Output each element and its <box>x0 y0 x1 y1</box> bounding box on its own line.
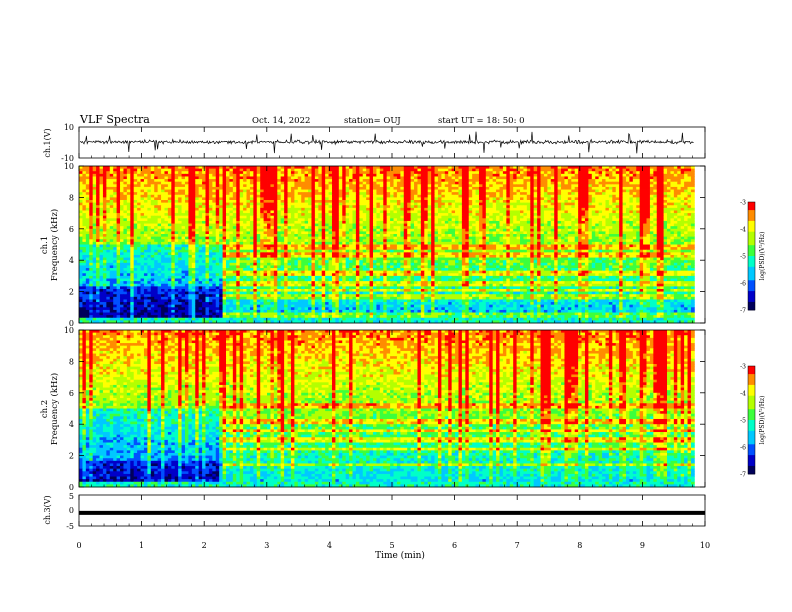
ch3-ytick-bottom: -5 <box>66 522 74 531</box>
x-axis-label: Time (min) <box>375 550 425 561</box>
ch1-spec-ylabel-freq: Frequency (kHz) <box>49 209 60 281</box>
ch2-spec-ylabel-freq: Frequency (kHz) <box>49 373 60 445</box>
colorbar-tick-label: -3 <box>740 364 746 371</box>
x-tick-label: 5 <box>389 541 394 550</box>
colorbar-frame <box>747 365 756 475</box>
start-time-label: start UT = 18: 50: 0 <box>438 116 525 126</box>
ch1-spectrogram-image <box>79 166 695 324</box>
ch1-colorbar: -3 -4 -5 -6 -7 <box>740 200 756 315</box>
colorbar-tick-label: -4 <box>740 227 746 234</box>
colorbar-tick-label: -4 <box>740 391 746 398</box>
ch1-ylabel: ch.1(V) <box>43 128 52 157</box>
spec-ytick-label: 4 <box>69 420 74 429</box>
date-label: Oct. 14, 2022 <box>252 116 310 126</box>
colorbar-tick-label: -6 <box>740 281 746 288</box>
spec-ytick-label: 0 <box>69 319 74 328</box>
spec-ytick-label: 4 <box>69 256 74 265</box>
colorbar-frame <box>747 201 756 311</box>
x-tick-label: 9 <box>640 541 645 550</box>
ch1-waveform-line <box>79 131 694 154</box>
x-tick-label: 1 <box>139 541 144 550</box>
spec-ytick-label: 2 <box>69 452 74 461</box>
ch1-spec-ylabel-channel: ch.1 <box>40 236 50 254</box>
x-tick-label: 4 <box>327 541 332 550</box>
ch2-colorbar: -3 -4 -5 -6 -7 <box>740 364 756 479</box>
ch3-frame <box>78 494 706 527</box>
figure-title: VLF Spectra <box>79 113 150 126</box>
time-axis: 0 1 2 3 4 5 6 7 8 9 10 <box>76 127 710 550</box>
spec-ytick-label: 8 <box>69 357 74 366</box>
ch2-spectrogram-image <box>79 330 695 488</box>
x-tick-label: 10 <box>700 541 710 550</box>
spec-ytick-label: 6 <box>69 225 74 234</box>
spec-ytick-label: 2 <box>69 288 74 297</box>
ch1-ytick-bottom: -10 <box>61 154 74 163</box>
x-tick-label: 8 <box>577 541 582 550</box>
colorbar-tick-label: -5 <box>740 418 746 425</box>
colorbar-tick-label: -3 <box>740 200 746 207</box>
ch3-ylabel: ch.3(V) <box>43 495 52 524</box>
spec-ytick-label: 10 <box>64 162 74 171</box>
ch1-panel: 10 -10 ch.1(V) <box>43 123 706 163</box>
station-label: station= OUJ <box>344 116 401 126</box>
ch3-ytick-mid: 0 <box>69 506 74 515</box>
spec-ytick-label: 0 <box>69 483 74 492</box>
colorbar-tick-label: -7 <box>740 308 746 315</box>
ch3-panel: 5 0 -5 ch.3(V) <box>43 492 706 531</box>
spec-ytick-label: 10 <box>64 326 74 335</box>
spec-ytick-label: 8 <box>69 193 74 202</box>
ch2-colorbar-label: log(PSD)(V²/Hz) <box>759 396 766 445</box>
x-tick-label: 0 <box>76 541 81 550</box>
ch1-colorbar-label: log(PSD)(V²/Hz) <box>759 232 766 281</box>
ch2-spec-ylabel-channel: ch.2 <box>40 400 50 418</box>
colorbar-tick-label: -7 <box>740 472 746 479</box>
x-tick-label: 2 <box>202 541 207 550</box>
x-tick-label: 7 <box>515 541 520 550</box>
x-tick-label: 3 <box>264 541 269 550</box>
x-tick-label: 6 <box>452 541 457 550</box>
ch3-ytick-top: 5 <box>69 492 74 501</box>
ch1-ytick-top: 10 <box>64 123 74 132</box>
colorbar-tick-label: -6 <box>740 445 746 452</box>
spec-ytick-label: 6 <box>69 389 74 398</box>
colorbar-tick-label: -5 <box>740 254 746 261</box>
